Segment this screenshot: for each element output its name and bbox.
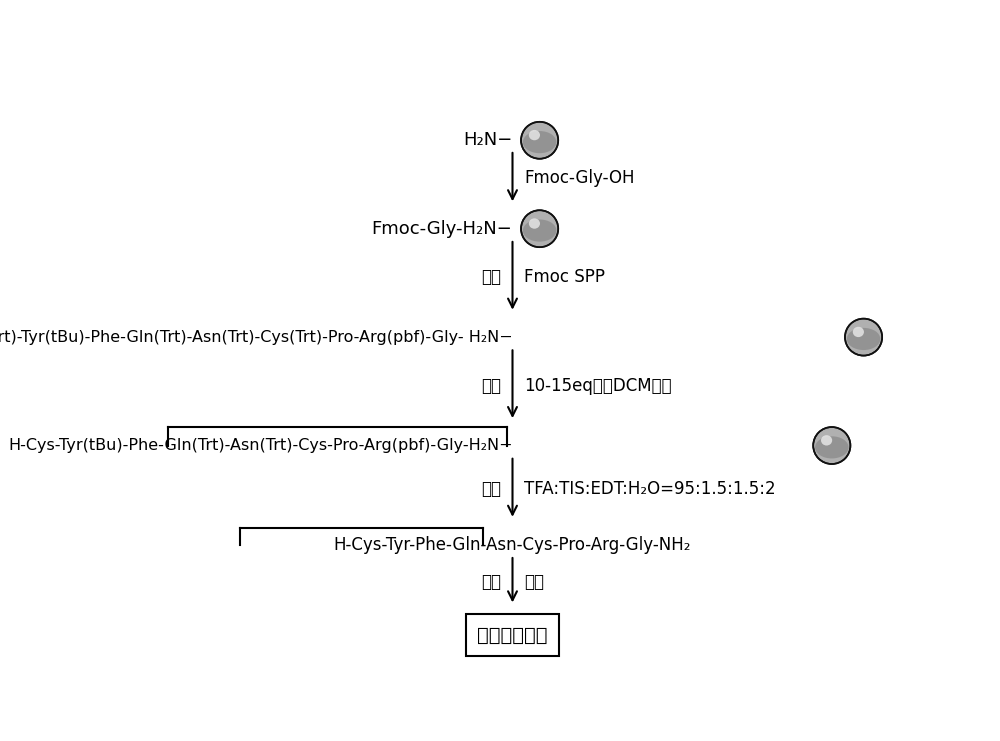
- Text: 合成: 合成: [481, 268, 501, 286]
- Text: Fmoc SPP: Fmoc SPP: [524, 268, 605, 286]
- Text: 氧化: 氧化: [481, 376, 501, 395]
- Text: 裂解: 裂解: [481, 480, 501, 498]
- Ellipse shape: [821, 435, 832, 445]
- Ellipse shape: [521, 210, 558, 247]
- Ellipse shape: [523, 131, 556, 153]
- Ellipse shape: [847, 328, 880, 350]
- Text: Fmoc-Gly-H₂N−: Fmoc-Gly-H₂N−: [372, 220, 512, 238]
- Ellipse shape: [815, 436, 849, 459]
- Text: 制备: 制备: [524, 573, 544, 591]
- Ellipse shape: [813, 427, 850, 464]
- Ellipse shape: [529, 130, 540, 140]
- Text: H₂N−: H₂N−: [463, 131, 512, 149]
- Text: H-Cys(Trt)-Tyr(tBu)-Phe-Gln(Trt)-Asn(Trt)-Cys(Trt)-Pro-Arg(pbf)-Gly- H₂N−: H-Cys(Trt)-Tyr(tBu)-Phe-Gln(Trt)-Asn(Trt…: [0, 330, 512, 345]
- Text: H-Cys-Tyr-Phe-Gln-Asn-Cys-Pro-Arg-Gly-NH₂: H-Cys-Tyr-Phe-Gln-Asn-Cys-Pro-Arg-Gly-NH…: [334, 536, 691, 554]
- Text: H-Cys-Tyr(tBu)-Phe-Gln(Trt)-Asn(Trt)-Cys-Pro-Arg(pbf)-Gly-H₂N−: H-Cys-Tyr(tBu)-Phe-Gln(Trt)-Asn(Trt)-Cys…: [8, 438, 512, 453]
- Ellipse shape: [521, 122, 558, 159]
- Ellipse shape: [845, 319, 882, 356]
- Text: 10-15eq碘的DCM溶液: 10-15eq碘的DCM溶液: [524, 376, 672, 395]
- Text: TFA:TIS:EDT:H₂O=95:1.5:1.5:2: TFA:TIS:EDT:H₂O=95:1.5:1.5:2: [524, 480, 776, 498]
- Ellipse shape: [853, 327, 864, 337]
- Ellipse shape: [523, 219, 556, 242]
- Text: Fmoc-Gly-OH: Fmoc-Gly-OH: [524, 170, 635, 187]
- Ellipse shape: [529, 219, 540, 229]
- Text: 纴化: 纴化: [481, 573, 501, 591]
- Text: 精氨酸加压素: 精氨酸加压素: [477, 625, 548, 645]
